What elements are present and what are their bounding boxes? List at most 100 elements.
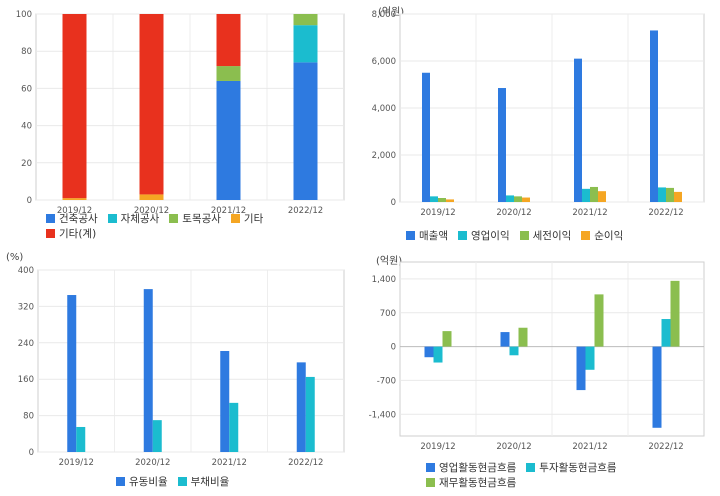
bar-2019-12 [433, 346, 443, 363]
bar-2022-12 [305, 376, 315, 452]
bar-2020-12 [139, 14, 164, 195]
bar-2019-12 [438, 198, 446, 202]
x-tick-label: 2022/12 [648, 208, 683, 218]
bar-2019-12 [422, 72, 430, 202]
y-tick-label: 80 [21, 47, 32, 57]
y-tick-label: 0 [29, 448, 34, 458]
bar-2019-12 [67, 295, 77, 452]
legend-row: 영업활동현금흐름 투자활동현금흐름 [426, 461, 627, 476]
y-tick-label: 40 [21, 122, 32, 132]
legend-row: 매출액 영업이익 세전이익 순이익 [406, 229, 633, 244]
bar-2022-12 [293, 14, 318, 26]
bar-2021-12 [582, 188, 590, 202]
legend-swatch [426, 478, 435, 487]
legend-swatch [46, 229, 55, 238]
ratio-chart: 0 80 160 240 320 400 2019/12 2020/12 2021/12 2022… [18, 266, 345, 468]
legend-item: 영업이익 [457, 229, 510, 244]
bar-2019-12 [442, 331, 452, 347]
x-tick-label: 2020/12 [134, 206, 169, 216]
y-tick-label: 700 [380, 309, 396, 319]
bar-2021-12 [216, 80, 241, 200]
bar-2019-12 [76, 426, 86, 452]
y-tick-label: 100 [16, 10, 32, 20]
bar-2022-12 [674, 191, 682, 202]
bar-2021-12 [216, 66, 241, 81]
y-tick-label: -1,400 [369, 410, 396, 420]
legend-swatch [116, 477, 125, 486]
legend-item: 토목공사 [169, 212, 221, 227]
legend-label: 유동비율 [129, 476, 168, 488]
x-tick-label: 2021/12 [572, 442, 607, 452]
bar-2020-12 [518, 327, 528, 347]
income-legend: 매출액 영업이익 세전이익 순이익 [406, 229, 633, 244]
legend-swatch [406, 231, 415, 240]
legend-item: 건축공사 [46, 212, 98, 227]
y-tick-label: 80 [23, 412, 34, 422]
y-tick-label: -700 [377, 376, 396, 386]
y-tick-label: 1,400 [372, 275, 396, 285]
ratio-chart-panel: (%) 0 80 160 240 320 400 2019/12 2020/12 2021/12… [0, 248, 360, 496]
legend-row: 유동비율 부채비율 [116, 475, 239, 490]
cashflow-chart: -1,400 -700 0 700 1,400 2019/12 2020/12 2021/12… [369, 261, 705, 452]
legend-swatch [169, 214, 179, 223]
x-tick-label: 2020/12 [135, 458, 170, 468]
y-tick-label: 2,000 [372, 151, 396, 161]
bar-2021-12 [216, 14, 241, 67]
bar-2022-12 [661, 319, 671, 347]
bar-2019-12 [62, 14, 87, 199]
legend-swatch [526, 463, 536, 472]
legend-label: 건축공사 [59, 213, 98, 225]
bar-2020-12 [500, 332, 510, 347]
bar-2020-12 [509, 346, 519, 356]
bar-2022-12 [666, 187, 674, 202]
legend-item: 매출액 [406, 229, 448, 244]
x-tick-label: 2019/12 [59, 458, 94, 468]
y-tick-label: 160 [18, 375, 34, 385]
legend-label: 토목공사 [182, 213, 221, 225]
bar-2020-12 [498, 88, 506, 202]
bar-2020-12 [139, 194, 164, 200]
bar-2020-12 [522, 197, 530, 202]
income-chart: 0 2,000 4,000 6,000 8,000 2019/12 2020/12 2021/… [372, 10, 705, 218]
bar-2021-12 [220, 350, 230, 452]
legend-item: 순이익 [581, 229, 623, 244]
bar-2021-12 [598, 191, 606, 202]
legend-row: 건축공사 자체공사 토목공사 기타 [46, 212, 273, 227]
bar-2021-12 [576, 346, 586, 391]
y-tick-label: 60 [21, 84, 32, 94]
bar-2019-12 [446, 199, 454, 202]
x-tick-label: 2020/12 [496, 442, 531, 452]
legend-label: 세전이익 [532, 230, 572, 242]
legend-swatch [107, 214, 117, 223]
legend-item: 영업활동현금흐름 [426, 461, 516, 476]
income-unit-label: (억원) [378, 7, 405, 18]
legend-item: 기타 [230, 212, 263, 227]
legend-swatch [426, 463, 435, 472]
cashflow-unit-label: (억원) [376, 256, 403, 267]
y-tick-label: 6,000 [372, 57, 396, 67]
bar-2022-12 [293, 25, 318, 63]
bar-2021-12 [590, 186, 598, 202]
legend-label: 영업활동현금흐름 [439, 462, 517, 474]
x-tick-label: 2022/12 [648, 442, 683, 452]
bar-2020-12 [506, 195, 514, 202]
x-tick-label: 2019/12 [420, 442, 455, 452]
x-tick-label: 2022/12 [288, 458, 323, 468]
legend-label: 기타(계) [59, 228, 97, 240]
legend-row: 기타(계) [46, 227, 273, 242]
x-tick-label: 2019/12 [420, 208, 455, 218]
bar-2021-12 [585, 346, 595, 370]
ratio-legend: 유동비율 부채비율 [116, 475, 239, 490]
bar-2020-12 [514, 196, 522, 202]
bar-2020-12 [152, 420, 162, 452]
y-tick-label: 4,000 [372, 104, 396, 114]
y-tick-label: 8,000 [372, 10, 396, 20]
legend-item: 세전이익 [519, 229, 572, 244]
legend-swatch [519, 231, 529, 240]
legend-label: 자체공사 [120, 213, 160, 225]
bar-2021-12 [229, 402, 239, 452]
cashflow-chart-panel: (억원) -1,400 -700 0 700 1,400 2019/12 2020/12 20… [360, 248, 720, 496]
bar-2022-12 [652, 346, 662, 428]
x-tick-label: 2022/12 [288, 206, 323, 216]
